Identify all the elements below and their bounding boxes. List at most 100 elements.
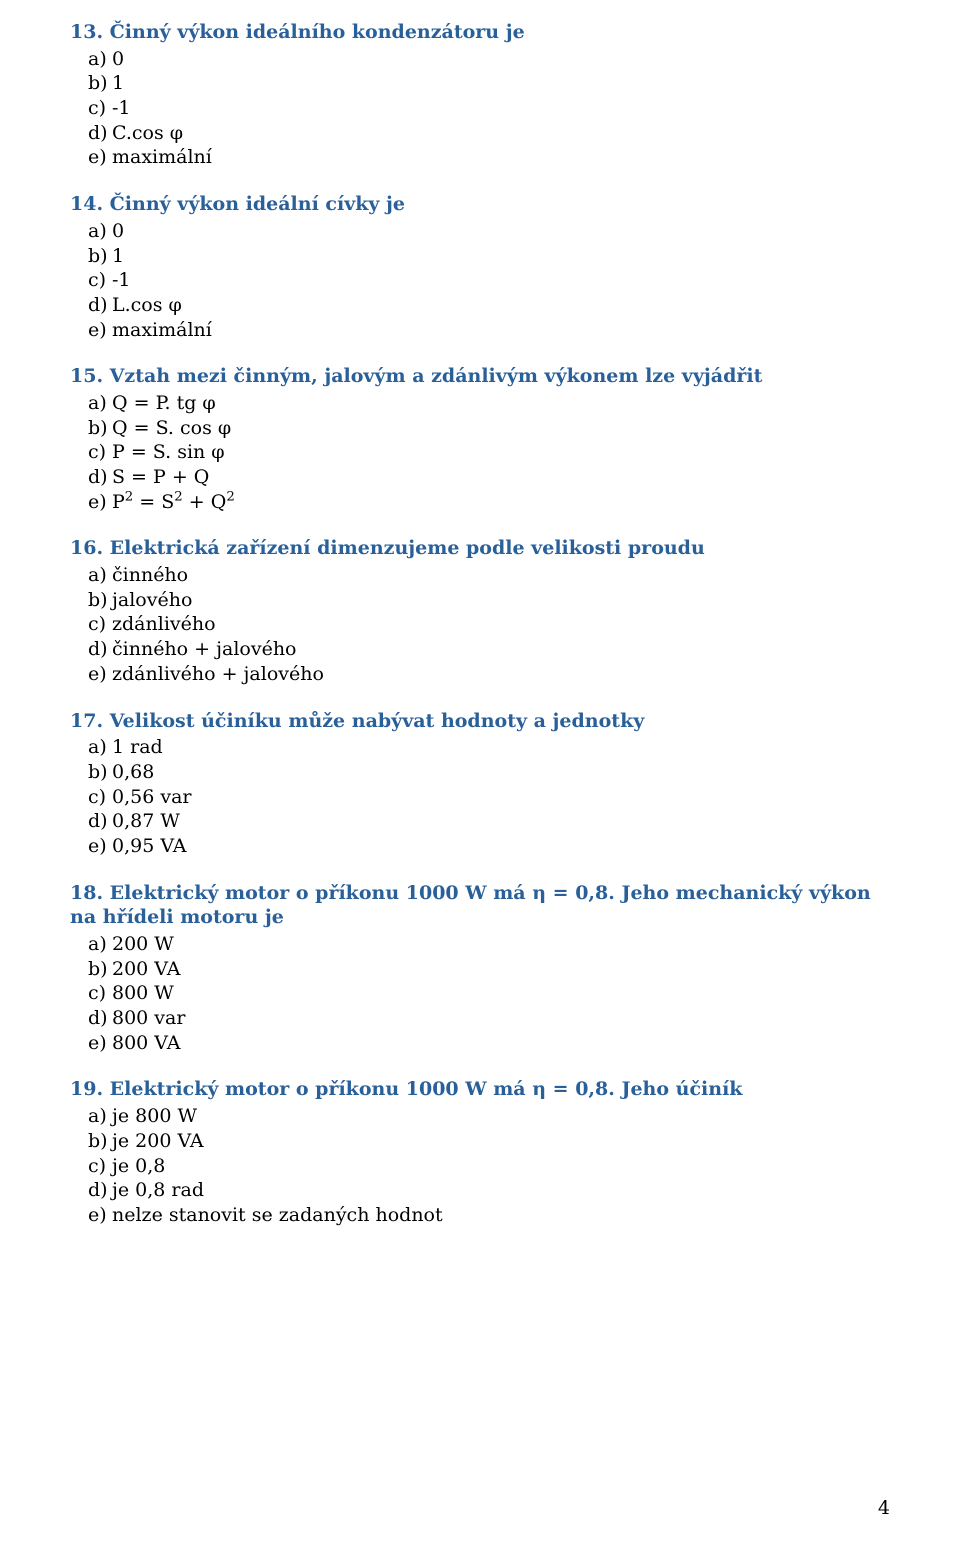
option: e)P2 = S2 + Q2 bbox=[88, 490, 890, 515]
option-text: 0 bbox=[112, 47, 124, 72]
option: d)činného + jalového bbox=[88, 637, 890, 662]
option: c)-1 bbox=[88, 268, 890, 293]
question: 17. Velikost účiníku může nabývat hodnot… bbox=[70, 709, 890, 859]
questions-container: 13. Činný výkon ideálního kondenzátoru j… bbox=[70, 20, 890, 1228]
option-label: b) bbox=[88, 244, 112, 269]
option-text: 0,95 VA bbox=[112, 834, 187, 859]
option-label: d) bbox=[88, 1178, 112, 1203]
option: a)Q = P. tg φ bbox=[88, 391, 890, 416]
option-label: d) bbox=[88, 465, 112, 490]
option-label: a) bbox=[88, 563, 112, 588]
option-text: jalového bbox=[112, 588, 192, 613]
option-text: zdánlivého + jalového bbox=[112, 662, 324, 687]
page-number: 4 bbox=[878, 1496, 890, 1521]
options-list: a)Q = P. tg φb)Q = S. cos φc)P = S. sin … bbox=[88, 391, 890, 514]
option-label: a) bbox=[88, 735, 112, 760]
option: b)200 VA bbox=[88, 957, 890, 982]
option-label: c) bbox=[88, 268, 112, 293]
option: c)zdánlivého bbox=[88, 612, 890, 637]
option: b)1 bbox=[88, 71, 890, 96]
option: d)C.cos φ bbox=[88, 121, 890, 146]
option-text: Q = P. tg φ bbox=[112, 391, 216, 416]
option-label: c) bbox=[88, 440, 112, 465]
question: 13. Činný výkon ideálního kondenzátoru j… bbox=[70, 20, 890, 170]
option-text: 0,68 bbox=[112, 760, 154, 785]
option-text: -1 bbox=[112, 268, 131, 293]
option: a)0 bbox=[88, 47, 890, 72]
option: c)P = S. sin φ bbox=[88, 440, 890, 465]
options-list: a)1 radb)0,68c)0,56 vard)0,87 We)0,95 VA bbox=[88, 735, 890, 858]
question: 19. Elektrický motor o příkonu 1000 W má… bbox=[70, 1077, 890, 1227]
option-label: c) bbox=[88, 96, 112, 121]
option-label: d) bbox=[88, 121, 112, 146]
option-text: 0,87 W bbox=[112, 809, 180, 834]
option: a)200 W bbox=[88, 932, 890, 957]
option-label: e) bbox=[88, 1203, 112, 1228]
question-title: 15. Vztah mezi činným, jalovým a zdánliv… bbox=[70, 364, 890, 389]
option-label: b) bbox=[88, 416, 112, 441]
option-label: d) bbox=[88, 637, 112, 662]
option-text: P2 = S2 + Q2 bbox=[112, 490, 235, 515]
question-title: 17. Velikost účiníku může nabývat hodnot… bbox=[70, 709, 890, 734]
option-text: 800 var bbox=[112, 1006, 185, 1031]
option-text: 1 bbox=[112, 244, 124, 269]
question: 16. Elektrická zařízení dimenzujeme podl… bbox=[70, 536, 890, 686]
option-text: maximální bbox=[112, 145, 212, 170]
question-title: 13. Činný výkon ideálního kondenzátoru j… bbox=[70, 20, 890, 45]
option-text: zdánlivého bbox=[112, 612, 216, 637]
option: c)800 W bbox=[88, 981, 890, 1006]
options-list: a)200 Wb)200 VAc)800 Wd)800 vare)800 VA bbox=[88, 932, 890, 1055]
option-text: je 0,8 bbox=[112, 1154, 165, 1179]
options-list: a)0b)1c)-1d)C.cos φe)maximální bbox=[88, 47, 890, 170]
option-text: je 200 VA bbox=[112, 1129, 204, 1154]
option-label: b) bbox=[88, 588, 112, 613]
option-label: e) bbox=[88, 834, 112, 859]
option: e)800 VA bbox=[88, 1031, 890, 1056]
option-text: S = P + Q bbox=[112, 465, 209, 490]
option: b)Q = S. cos φ bbox=[88, 416, 890, 441]
option-label: a) bbox=[88, 219, 112, 244]
option-label: b) bbox=[88, 1129, 112, 1154]
option: c)0,56 var bbox=[88, 785, 890, 810]
option-label: a) bbox=[88, 47, 112, 72]
option: e)0,95 VA bbox=[88, 834, 890, 859]
option: d)0,87 W bbox=[88, 809, 890, 834]
option: e)zdánlivého + jalového bbox=[88, 662, 890, 687]
option-text: P = S. sin φ bbox=[112, 440, 225, 465]
option-label: c) bbox=[88, 785, 112, 810]
option: b)1 bbox=[88, 244, 890, 269]
option-text: Q = S. cos φ bbox=[112, 416, 231, 441]
option: b)jalového bbox=[88, 588, 890, 613]
option-text: 0,56 var bbox=[112, 785, 192, 810]
option-text: 200 W bbox=[112, 932, 174, 957]
option: c)-1 bbox=[88, 96, 890, 121]
option: c)je 0,8 bbox=[88, 1154, 890, 1179]
question-title: 19. Elektrický motor o příkonu 1000 W má… bbox=[70, 1077, 890, 1102]
option: e)maximální bbox=[88, 145, 890, 170]
question: 18. Elektrický motor o příkonu 1000 W má… bbox=[70, 881, 890, 1056]
option: b)0,68 bbox=[88, 760, 890, 785]
option-text: -1 bbox=[112, 96, 131, 121]
option: e)nelze stanovit se zadaných hodnot bbox=[88, 1203, 890, 1228]
option: e)maximální bbox=[88, 318, 890, 343]
option-text: L.cos φ bbox=[112, 293, 182, 318]
option-label: b) bbox=[88, 957, 112, 982]
question: 15. Vztah mezi činným, jalovým a zdánliv… bbox=[70, 364, 890, 514]
question-title: 18. Elektrický motor o příkonu 1000 W má… bbox=[70, 881, 890, 930]
option-label: c) bbox=[88, 981, 112, 1006]
option: d)je 0,8 rad bbox=[88, 1178, 890, 1203]
option-text: 800 VA bbox=[112, 1031, 180, 1056]
page: 13. Činný výkon ideálního kondenzátoru j… bbox=[0, 0, 960, 1551]
option-label: e) bbox=[88, 1031, 112, 1056]
option: d)800 var bbox=[88, 1006, 890, 1031]
option-label: b) bbox=[88, 71, 112, 96]
option-text: nelze stanovit se zadaných hodnot bbox=[112, 1203, 443, 1228]
option-label: a) bbox=[88, 391, 112, 416]
question-title: 16. Elektrická zařízení dimenzujeme podl… bbox=[70, 536, 890, 561]
option: a)činného bbox=[88, 563, 890, 588]
option: b)je 200 VA bbox=[88, 1129, 890, 1154]
option-text: činného bbox=[112, 563, 188, 588]
option: a)0 bbox=[88, 219, 890, 244]
option: d)S = P + Q bbox=[88, 465, 890, 490]
option-text: 800 W bbox=[112, 981, 174, 1006]
